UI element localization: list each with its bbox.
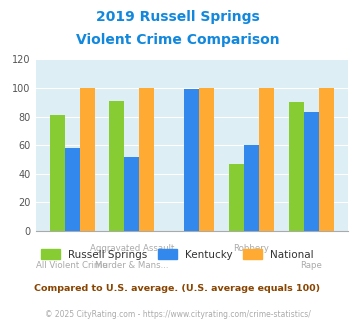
Bar bbox=[289, 102, 304, 231]
Bar bbox=[80, 88, 94, 231]
Bar bbox=[184, 89, 199, 231]
Text: Aggravated Assault: Aggravated Assault bbox=[90, 244, 174, 253]
Legend: Russell Springs, Kentucky, National: Russell Springs, Kentucky, National bbox=[41, 249, 314, 260]
Bar bbox=[229, 164, 244, 231]
Text: Robbery: Robbery bbox=[234, 244, 269, 253]
Bar bbox=[65, 148, 80, 231]
Bar bbox=[140, 88, 154, 231]
Bar bbox=[244, 145, 259, 231]
Text: Violent Crime Comparison: Violent Crime Comparison bbox=[76, 33, 279, 47]
Text: Compared to U.S. average. (U.S. average equals 100): Compared to U.S. average. (U.S. average … bbox=[34, 284, 321, 293]
Bar bbox=[109, 101, 125, 231]
Text: Rape: Rape bbox=[300, 261, 322, 270]
Bar bbox=[319, 88, 334, 231]
Bar bbox=[50, 115, 65, 231]
Text: All Violent Crime: All Violent Crime bbox=[36, 261, 108, 270]
Bar bbox=[304, 112, 319, 231]
Bar bbox=[199, 88, 214, 231]
Bar bbox=[259, 88, 274, 231]
Text: © 2025 CityRating.com - https://www.cityrating.com/crime-statistics/: © 2025 CityRating.com - https://www.city… bbox=[45, 310, 310, 319]
Text: 2019 Russell Springs: 2019 Russell Springs bbox=[95, 10, 260, 24]
Bar bbox=[125, 157, 140, 231]
Text: Murder & Mans...: Murder & Mans... bbox=[95, 261, 169, 270]
